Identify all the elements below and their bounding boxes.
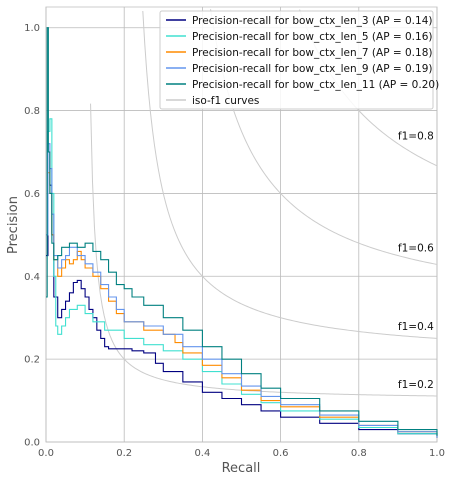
iso-f1-labels: f1=0.2 f1=0.4 f1=0.6 f1=0.8: [398, 130, 434, 391]
iso-f1-label: f1=0.2: [398, 379, 434, 391]
x-axis-label: Recall: [222, 461, 261, 476]
x-tick-label: 1.0: [429, 448, 445, 459]
series-lines: [46, 27, 438, 438]
x-tick-label: 0.0: [38, 448, 54, 459]
x-tick-label: 0.4: [194, 448, 210, 459]
legend-entry: Precision-recall for bow_ctx_len_7 (AP =…: [192, 47, 432, 59]
grid-lines: [45, 7, 438, 443]
y-tick-label: 0.4: [24, 272, 40, 283]
y-tick-labels: 0.0 0.2 0.4 0.6 0.8 1.0: [24, 23, 40, 448]
series-line: [46, 151, 438, 438]
y-tick-label: 0.8: [24, 106, 40, 117]
legend-box: [159, 10, 434, 110]
y-tick-label: 1.0: [24, 23, 40, 34]
legend-entry: Precision-recall for bow_ctx_len_5 (AP =…: [192, 31, 432, 43]
iso-f1-curve: [142, 10, 438, 339]
series-line: [46, 27, 438, 436]
iso-f1-label: f1=0.8: [398, 130, 434, 142]
legend-entry: Precision-recall for bow_ctx_len_9 (AP =…: [192, 63, 432, 75]
legend: Precision-recall for bow_ctx_len_3 (AP =…: [159, 10, 439, 110]
iso-f1-curve: [210, 9, 438, 265]
legend-entry: Precision-recall for bow_ctx_len_3 (AP =…: [192, 15, 432, 27]
series-line: [46, 172, 438, 438]
legend-entry: iso-f1 curves: [192, 95, 259, 107]
x-tick-label: 0.2: [116, 448, 132, 459]
y-axis-label: Precision: [6, 196, 21, 254]
x-tick-label: 0.8: [351, 448, 367, 459]
iso-f1-label: f1=0.4: [398, 321, 434, 333]
y-tick-label: 0.2: [24, 355, 40, 366]
iso-f1-curve: [90, 103, 438, 397]
iso-f1-label: f1=0.6: [398, 242, 434, 254]
y-tick-label: 0.0: [24, 438, 40, 449]
x-tick-labels: 0.0 0.2 0.4 0.6 0.8 1.0: [38, 448, 445, 459]
x-tick-label: 0.6: [273, 448, 289, 459]
y-tick-label: 0.6: [24, 189, 40, 200]
legend-entry: Precision-recall for bow_ctx_len_11 (AP …: [192, 79, 439, 91]
